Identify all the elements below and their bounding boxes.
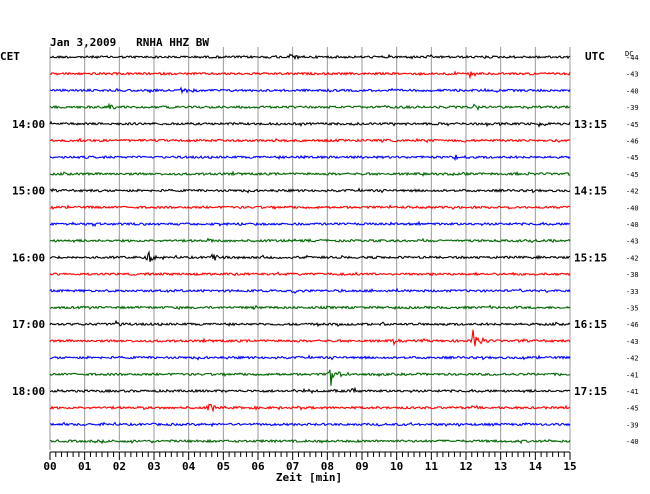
x-tick-label: 06 [251, 460, 265, 473]
trace-line [49, 137, 571, 144]
grid-lines [49, 47, 571, 450]
dc-offset-label: -45 [626, 121, 639, 129]
x-tick-label: 04 [182, 460, 196, 473]
trace-line [49, 354, 571, 361]
trace-line [49, 154, 571, 162]
trace-line [49, 319, 571, 328]
x-tick-label: 09 [355, 460, 368, 473]
trace-line [49, 220, 571, 228]
x-tick-label: 01 [78, 460, 92, 473]
utc-time-label: 16:15 [574, 318, 607, 331]
dc-offset-label: -40 [626, 438, 639, 446]
traces [49, 53, 571, 445]
cet-time-label: 14:00 [12, 118, 45, 131]
dc-offset-label: -42 [626, 188, 639, 196]
utc-time-label: 14:15 [574, 185, 607, 198]
dc-offset-label: -41 [626, 371, 639, 379]
dc-offset-label: -45 [626, 171, 639, 179]
trace-line [49, 403, 571, 413]
dc-offset-label: -38 [626, 271, 639, 279]
x-tick-label: 03 [147, 460, 160, 473]
dc-offset-label: -39 [626, 421, 639, 429]
dc-offset-label: -45 [626, 154, 639, 162]
utc-time-label: 13:15 [574, 118, 607, 131]
trace-line [49, 187, 571, 194]
dc-offset-label: -46 [626, 321, 639, 329]
x-tick-label: 12 [459, 460, 472, 473]
x-tick-label: 15 [563, 460, 576, 473]
x-tick-label: 07 [286, 460, 299, 473]
dc-offset-label: -40 [626, 221, 639, 229]
trace-line [49, 120, 571, 128]
cet-time-label: 15:00 [12, 185, 45, 198]
x-axis [49, 451, 571, 460]
cet-time-label: 17:00 [12, 318, 45, 331]
trace-line [49, 86, 571, 95]
trace-line [49, 438, 571, 445]
dc-offset-label: -43 [626, 71, 639, 79]
trace-line [49, 304, 571, 311]
dc-offset-label: -40 [626, 87, 639, 95]
trace-line [49, 329, 571, 347]
trace-line [49, 204, 571, 211]
trace-line [49, 170, 571, 177]
dc-offset-label: -43 [626, 238, 639, 246]
utc-time-label: 15:15 [574, 251, 607, 264]
right-axis-label: UTC [585, 50, 605, 63]
dc-offset-label: -39 [626, 104, 639, 112]
cet-time-label: 18:00 [12, 385, 45, 398]
dc-offset-label: -45 [626, 405, 639, 413]
cet-time-label: 16:00 [12, 251, 45, 264]
x-tick-label: 08 [321, 460, 334, 473]
dc-offset-label: -41 [626, 388, 639, 396]
x-tick-label: 10 [390, 460, 403, 473]
x-tick-label: 14 [529, 460, 543, 473]
left-axis-label: CET [0, 50, 20, 63]
trace-line [49, 386, 571, 395]
dc-offset-label: -42 [626, 254, 639, 262]
trace-line [49, 271, 571, 277]
dc-offset-label: -44 [626, 54, 639, 62]
trace-line [49, 250, 571, 262]
dc-label: DC [625, 50, 633, 58]
trace-line [49, 53, 571, 61]
x-tick-label: 13 [494, 460, 507, 473]
dc-offset-label: -46 [626, 138, 639, 146]
chart-title: Jan 3,2009 RNHA HHZ BW [50, 36, 209, 49]
trace-line [49, 237, 571, 244]
x-tick-label: 11 [425, 460, 439, 473]
dc-offset-label: -43 [626, 338, 639, 346]
dc-offset-label: -35 [626, 305, 639, 313]
trace-line [49, 287, 571, 294]
trace-line [49, 102, 571, 111]
dc-offset-label: -33 [626, 288, 639, 296]
x-tick-label: 05 [217, 460, 230, 473]
utc-time-label: 17:15 [574, 385, 607, 398]
labels: Jan 3,2009 RNHA HHZ BW CET UTC DC Zeit [… [0, 36, 639, 484]
trace-line [49, 369, 571, 386]
trace-line [49, 421, 571, 428]
x-axis-label: Zeit [min] [276, 471, 342, 484]
x-tick-label: 02 [113, 460, 126, 473]
x-tick-label: 00 [43, 460, 56, 473]
dc-offset-label: -42 [626, 355, 639, 363]
dc-offset-label: -40 [626, 204, 639, 212]
trace-line [49, 70, 571, 80]
